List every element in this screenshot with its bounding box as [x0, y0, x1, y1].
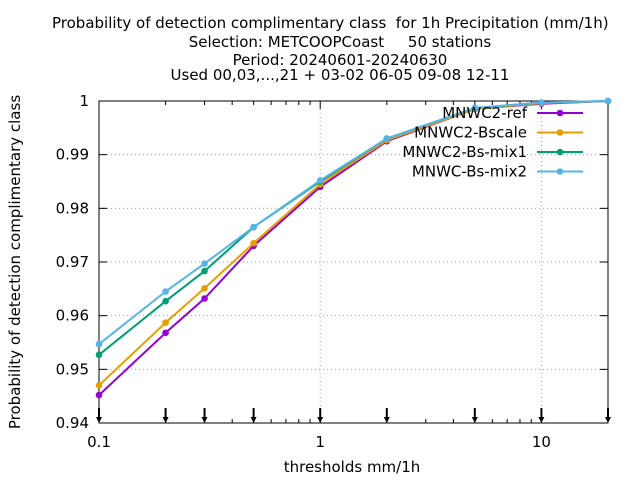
data-point — [538, 99, 545, 106]
threshold-marker-head — [250, 417, 257, 423]
threshold-marker-head — [538, 417, 545, 423]
data-point — [201, 284, 208, 292]
y-tick-label: 0.96 — [56, 307, 89, 325]
legend-swatch-marker — [556, 148, 564, 156]
threshold-marker-head — [605, 417, 611, 423]
data-point — [201, 260, 208, 267]
chart-title-line-3: Period: 20240601-20240630 — [232, 51, 448, 69]
data-point — [383, 135, 391, 142]
legend-label: MNWC2-Bscale — [414, 124, 527, 142]
series-line — [98, 100, 609, 396]
legend-label: MNWC-Bs-mix2 — [412, 163, 527, 181]
data-point — [201, 295, 208, 302]
x-axis-label: thresholds mm/1h — [284, 458, 421, 476]
threshold-marker-head — [383, 417, 390, 423]
data-point — [95, 382, 103, 389]
grid — [99, 101, 608, 423]
chart-title-line-4: Used 00,03,...,21 + 03-02 06-05 09-08 12… — [170, 66, 510, 84]
chart-title-line-1: Probability of detection complimentary c… — [52, 14, 609, 32]
threshold-marker-head — [471, 417, 478, 423]
data-point — [250, 223, 257, 231]
legend-label: MNWC2-ref — [442, 104, 527, 122]
y-tick-label: 0.94 — [56, 414, 89, 432]
data-point — [201, 267, 208, 275]
threshold-marker-head — [317, 417, 324, 423]
legend-label: MNWC2-Bs-mix1 — [402, 143, 527, 161]
y-axis-label: Probability of detection complimentary c… — [6, 95, 24, 429]
x-tick-label: 10 — [532, 433, 551, 451]
threshold-marker-head — [96, 417, 102, 423]
y-tick-label: 0.98 — [56, 199, 89, 217]
data-point — [604, 97, 612, 105]
legend-swatch-marker — [556, 168, 564, 175]
y-tick-label: 0.95 — [56, 360, 89, 378]
y-tick-label: 0.97 — [56, 253, 89, 271]
axis-ticks: 0.94 0.95 0.96 0.97 0.98 0.99 1 0.1 1 10 — [56, 92, 611, 451]
chart-title-line-2: Selection: METCOOPCoast 50 stations — [188, 33, 492, 51]
data-point — [316, 177, 324, 184]
series-group — [95, 97, 612, 399]
y-tick-label: 0.99 — [56, 146, 89, 164]
data-point — [162, 288, 169, 295]
threshold-marker-head — [162, 417, 169, 423]
data-point — [95, 340, 103, 348]
series-line — [98, 100, 609, 345]
series-line — [98, 100, 609, 387]
data-point — [250, 239, 257, 247]
data-point — [471, 104, 479, 112]
legend-swatch-marker — [556, 109, 564, 117]
data-point — [95, 391, 103, 399]
x-tick-label: 1 — [315, 433, 325, 451]
data-point — [95, 351, 103, 359]
series-line — [98, 100, 609, 356]
legend-swatch-marker — [556, 129, 564, 136]
data-point — [162, 319, 169, 326]
y-tick-label: 1 — [79, 92, 89, 110]
data-point — [162, 297, 169, 305]
threshold-marker-head — [201, 417, 208, 423]
data-point — [162, 329, 169, 337]
x-tick-label: 0.1 — [87, 433, 111, 451]
